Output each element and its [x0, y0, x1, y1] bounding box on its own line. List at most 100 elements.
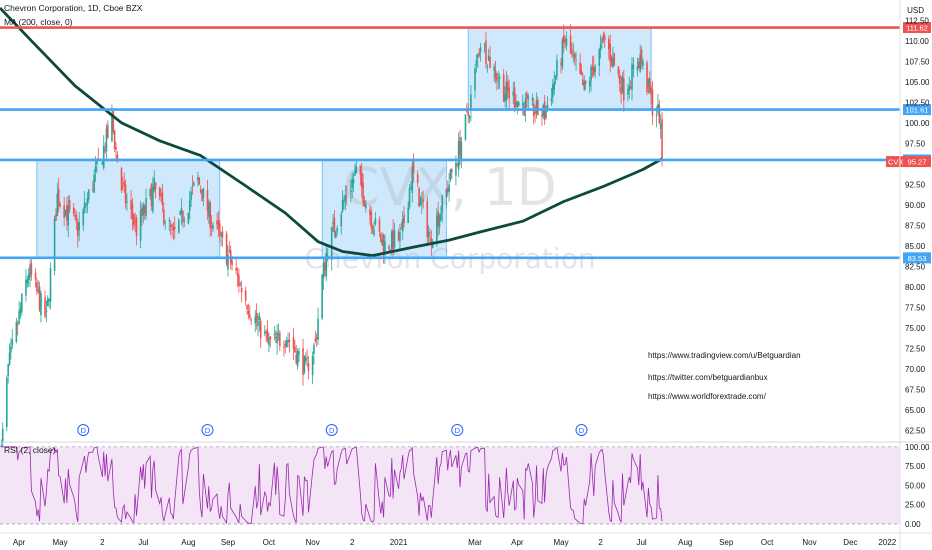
annotation-link-tradingview[interactable]: https://www.tradingview.com/u/Betguardia… [648, 351, 801, 360]
candle-body-33 [63, 205, 65, 218]
candle-body-163 [311, 356, 314, 376]
annotation-links[interactable]: https://www.tradingview.com/u/Betguardia… [648, 351, 801, 401]
dividend-marker-1[interactable]: D [77, 424, 90, 436]
candle-body-186 [354, 170, 356, 176]
candle-body-312 [594, 66, 596, 72]
candle-body-217 [412, 161, 415, 174]
candle-body-240 [457, 140, 460, 170]
candle-body-296 [564, 38, 566, 43]
candle-body-206 [392, 229, 394, 250]
candle-body-297 [565, 38, 568, 46]
candle-body-8 [15, 321, 18, 342]
candle-body-113 [216, 220, 218, 225]
dividend-letter: D [81, 426, 87, 435]
currency-label: USD [907, 6, 924, 15]
price-tick-label: 112.50 [905, 16, 929, 25]
candle-body-55 [104, 150, 106, 152]
candle-body-192 [365, 203, 367, 209]
candle-body-47 [87, 189, 90, 200]
candle-body-61 [115, 147, 117, 150]
candle-body-178 [340, 213, 343, 227]
price-tick-label: 85.00 [905, 242, 926, 251]
candle-body-32 [59, 203, 61, 207]
candle-body-221 [420, 202, 423, 204]
candle-body-69 [131, 203, 134, 220]
candle-body-195 [371, 225, 374, 230]
dividend-marker-5[interactable]: D [575, 424, 588, 436]
time-tick-label: 2 [598, 538, 603, 547]
candle-body-9 [16, 324, 19, 326]
dividend-marker-2[interactable]: D [201, 424, 214, 436]
dividend-marker-4[interactable]: D [451, 424, 464, 436]
candle-body-262 [498, 77, 501, 79]
candle-body-76 [143, 205, 146, 213]
candle-body-82 [154, 182, 157, 190]
candle-body-184 [351, 179, 353, 188]
dividend-circle [575, 424, 588, 436]
time-tick-label: 2022 [878, 538, 896, 547]
candle-body-253 [483, 43, 486, 45]
candle-body-59 [112, 110, 115, 132]
candle-body-141 [268, 338, 270, 346]
candle-body-320 [610, 57, 613, 66]
candle-body-16 [29, 264, 31, 278]
candle-body-245 [467, 111, 470, 116]
candle-body-250 [476, 55, 479, 58]
candle-body-153 [292, 337, 295, 349]
candle-body-71 [134, 220, 136, 222]
candle-body-137 [259, 321, 262, 339]
dividend-marker-3[interactable]: D [325, 424, 338, 436]
rsi-tick-label: 75.00 [905, 462, 926, 471]
candle-body-252 [479, 47, 482, 52]
candle-body-300 [572, 54, 575, 56]
candle-body-232 [441, 195, 444, 213]
candle-body-235 [448, 184, 450, 193]
candle-body-103 [197, 176, 199, 181]
candle-body-329 [628, 85, 631, 91]
candle-body-301 [573, 53, 576, 59]
candle-body-196 [373, 229, 375, 235]
candle-body-58 [111, 115, 113, 142]
price-tick-label: 77.50 [905, 303, 926, 312]
candle-body-169 [322, 262, 325, 279]
candle-body-96 [182, 210, 184, 223]
candle-body-87 [164, 222, 166, 224]
candle-body-125 [238, 275, 240, 287]
candle-body-314 [599, 43, 602, 51]
candle-body-148 [283, 346, 285, 348]
candle-body-135 [257, 321, 259, 327]
candle-body-15 [27, 274, 30, 280]
candle-body-347 [661, 119, 663, 160]
annotation-link-worldforextrade[interactable]: https://www.worldforextrade.com/ [648, 392, 767, 401]
candle-body-139 [265, 331, 267, 333]
price-tick-label: 62.50 [905, 426, 926, 435]
candle-body-35 [66, 204, 68, 221]
candle-body-42 [78, 222, 80, 231]
candle-body-280 [534, 111, 536, 114]
annotation-link-twitter[interactable]: https://twitter.com/betguardianbux [648, 373, 768, 382]
time-tick-label: Jul [636, 538, 646, 547]
candle-body-283 [541, 115, 543, 117]
candle-body-168 [321, 274, 323, 319]
time-tick-label: Nov [305, 538, 319, 547]
last-price-symbol: CVX [888, 158, 903, 167]
time-tick-label: Aug [678, 538, 692, 547]
time-tick-label: Mar [468, 538, 482, 547]
candle-body-124 [236, 273, 239, 276]
candle-body-10 [18, 311, 20, 324]
candle-body-259 [494, 70, 497, 79]
candle-body-167 [317, 318, 319, 340]
candle-body-328 [627, 88, 629, 95]
candle-body-205 [390, 231, 393, 250]
candle-body-222 [422, 199, 424, 203]
time-tick-label: May [52, 538, 67, 547]
candle-body-155 [295, 354, 298, 364]
candle-body-57 [107, 125, 109, 138]
candle-body-228 [436, 215, 438, 243]
candle-body-299 [571, 49, 573, 55]
rsi-legend: RSI (2, close) [4, 445, 56, 455]
candle-body-2 [1, 428, 4, 443]
